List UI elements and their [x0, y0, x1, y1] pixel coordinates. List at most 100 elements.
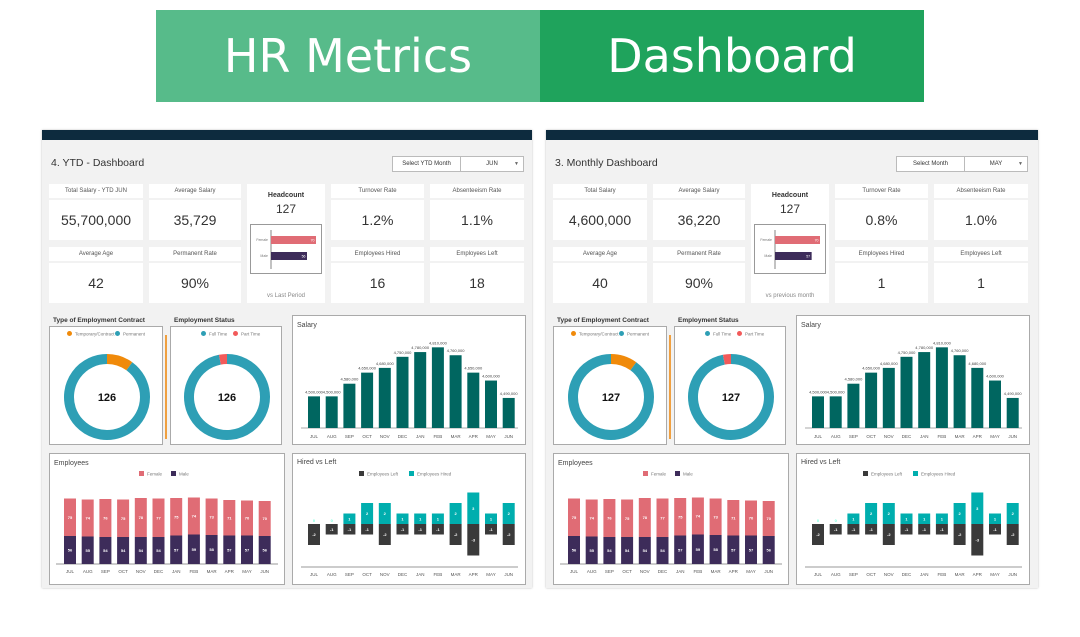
male-value: 57 — [227, 547, 232, 552]
x-tick-label: OCT — [866, 572, 876, 577]
female-value: 70 — [766, 516, 771, 521]
x-tick-label: DEC — [398, 572, 408, 577]
x-tick-label: JAN — [416, 572, 425, 577]
legend-label: Full Time — [713, 332, 732, 337]
donut-slice — [106, 354, 133, 371]
male-value: 54 — [625, 548, 630, 553]
headcount-note: vs Last Period — [266, 293, 306, 299]
male-bar — [205, 535, 218, 564]
female-value: 74 — [696, 514, 701, 519]
male-bar — [691, 534, 704, 564]
selector-label: Select YTD Month — [393, 157, 461, 171]
donut-total: 126 — [98, 392, 116, 404]
left-bar — [396, 524, 409, 535]
left-bar — [1006, 524, 1019, 545]
x-tick-label: JUN — [260, 569, 269, 574]
salary-data-label: 4,810,000 — [933, 340, 952, 345]
hired-bar — [882, 503, 895, 524]
kpi-label: Turnover Rate — [835, 184, 928, 198]
left-bar — [953, 524, 966, 545]
salary-bar — [361, 372, 374, 428]
hired-value: 1 — [994, 516, 997, 521]
hired-value: 2 — [870, 511, 873, 516]
hired-bar — [361, 503, 374, 524]
female-value: 75 — [68, 515, 73, 520]
male-value: 56 — [572, 548, 577, 553]
salary-bar — [467, 372, 480, 428]
kpi-value: 1 — [934, 263, 1028, 303]
kpi-label: Average Age — [49, 247, 143, 261]
divider-line — [669, 335, 671, 439]
x-tick-label: MAR — [451, 572, 462, 577]
salary-bar — [847, 383, 860, 428]
headcount-bar — [775, 252, 812, 260]
female-bar — [258, 501, 271, 536]
kpi-card-employees-hired: Employees Hired 1 — [835, 247, 928, 303]
kpi-label: Turnover Rate — [331, 184, 424, 198]
hired-value: 1 — [419, 516, 422, 521]
x-tick-label: SEP — [605, 569, 614, 574]
hired-bar — [971, 492, 984, 524]
chevron-down-icon[interactable]: ▼ — [1018, 161, 1023, 167]
x-tick-label: JAN — [920, 572, 929, 577]
donut-slice — [610, 354, 637, 371]
female-bar — [745, 500, 757, 536]
legend-swatch — [409, 471, 414, 476]
headcount-bar — [271, 252, 307, 260]
hired-value: 1 — [401, 516, 404, 521]
salary-data-label: 4,650,000 — [464, 366, 483, 371]
male-value: 57 — [174, 547, 179, 552]
headcount-gender-chart: Female 70 Male 56 — [250, 224, 322, 274]
salary-data-label: 4,490,000 — [500, 391, 519, 396]
hired-value: 2 — [1012, 511, 1015, 516]
left-value: -2 — [507, 532, 511, 537]
kpi-label: Absenteeism Rate — [934, 184, 1028, 198]
x-tick-label: SEP — [849, 434, 858, 439]
legend-label: Temporary/Contract — [75, 332, 115, 337]
left-value: -1 — [869, 527, 873, 532]
legend-label: Permanent — [627, 332, 650, 337]
kpi-label: Employees Hired — [331, 247, 424, 261]
hired-value: 3 — [976, 506, 979, 511]
male-value: 57 — [749, 547, 754, 552]
bar-label: Female — [760, 238, 772, 242]
male-value: 57 — [245, 547, 250, 552]
hired-value: 1 — [905, 516, 908, 521]
dashboard-title: 3. Monthly Dashboard — [555, 157, 658, 169]
month-selector[interactable]: Select YTD Month JUN ▼ — [392, 156, 524, 172]
x-tick-label: SEP — [849, 572, 858, 577]
salary-chart-panel: Salary 4,500,000 JUL 4,500,000 AUG 4,580,000 S… — [292, 315, 526, 445]
selector-value-dropdown[interactable]: JUN ▼ — [461, 157, 523, 171]
legend-label: Employees Hired — [417, 472, 452, 477]
legend-label: Temporary/Contract — [579, 332, 619, 337]
headcount-bar — [775, 236, 820, 244]
female-bar — [99, 499, 112, 537]
female-value: 75 — [174, 514, 179, 519]
kpi-card-employees-hired: Employees Hired 16 — [331, 247, 424, 303]
male-value: 56 — [766, 548, 771, 553]
female-bar — [223, 500, 236, 536]
hired-value: 1 — [941, 516, 944, 521]
x-tick-label: AUG — [327, 572, 337, 577]
chevron-down-icon[interactable]: ▼ — [514, 161, 519, 167]
legend-label: Male — [683, 472, 693, 477]
left-bar — [847, 524, 860, 535]
male-value: 59 — [192, 547, 197, 552]
left-bar — [900, 524, 913, 535]
x-tick-label: FEB — [190, 569, 199, 574]
hired-vs-left-chart: Employees Left Employees Hired -2 0 JUL -1 0 AU… — [301, 471, 518, 577]
male-bar — [674, 535, 687, 564]
male-bar — [621, 537, 634, 564]
donut-slice — [722, 354, 732, 365]
left-value: -2 — [383, 532, 387, 537]
selector-value-dropdown[interactable]: MAY ▼ — [965, 157, 1027, 171]
x-tick-label: JAN — [172, 569, 181, 574]
employment-status-donut: Full Time Part Time 127 — [688, 331, 774, 440]
employees-chart-panel: Employees Female Male 56 75 JUL 55 74 AUG 54 76 SEP… — [49, 453, 285, 585]
left-bar — [502, 524, 515, 545]
month-selector[interactable]: Select Month MAY ▼ — [896, 156, 1028, 172]
left-bar — [378, 524, 391, 545]
kpi-value: 1.1% — [430, 200, 524, 240]
legend-swatch — [737, 331, 742, 336]
x-tick-label: APR — [729, 569, 739, 574]
